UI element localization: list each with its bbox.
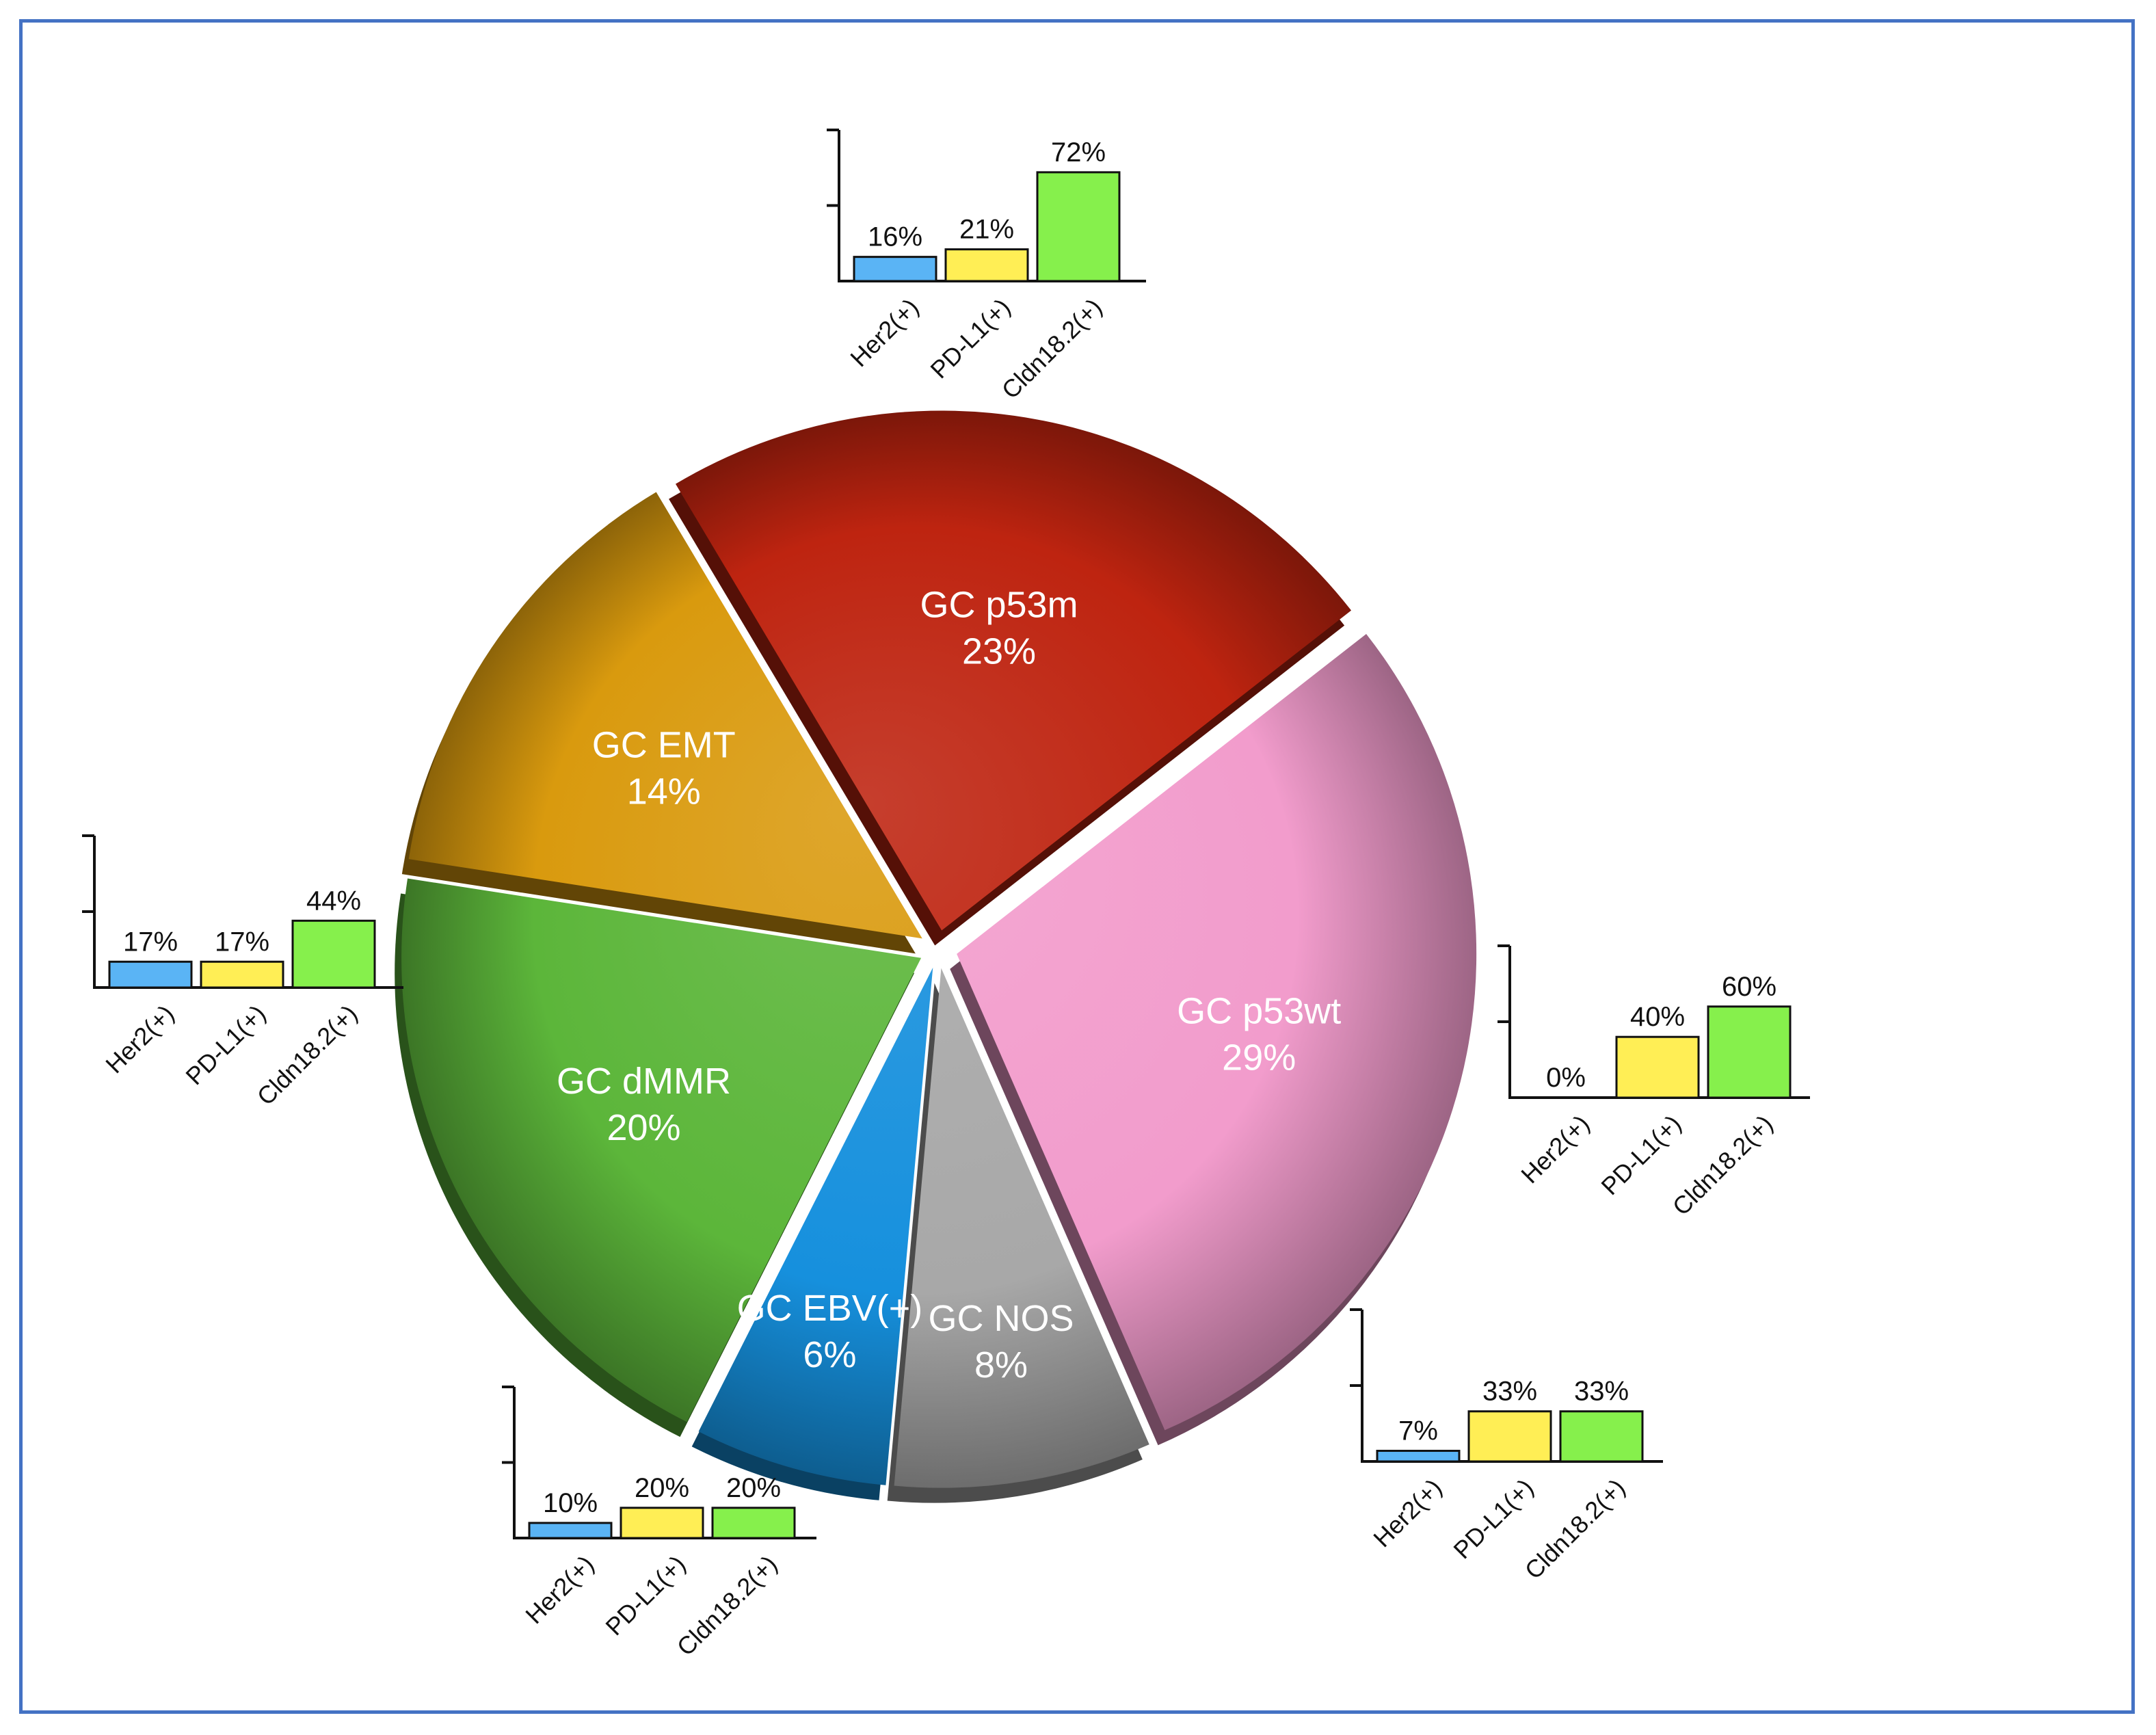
pie-label-gc-nos: GC NOS	[928, 1298, 1074, 1339]
bar-pd-l1	[1615, 1035, 1700, 1099]
pie-value-gc-nos: 8%	[974, 1345, 1028, 1386]
bar-cldn18-2	[1036, 171, 1121, 282]
bar-value-label: 10%	[543, 1488, 598, 1518]
bar-her2	[108, 960, 193, 989]
pie-chart: GC p53wt 29% GC NOS 8% GC EBV(+) 6% GC dMMR 20%…	[395, 410, 1477, 1503]
bar-pd-l1	[200, 960, 284, 989]
bar-chart-gc-dmmr: 7% Her2(+) 33% PD-L1(+) 33% Cldn18.2(+)	[1350, 1308, 1663, 1585]
category-label: Her2(+)	[100, 999, 179, 1078]
bar-value-label: 20%	[726, 1473, 781, 1503]
category-label: PD-L1(+)	[1448, 1473, 1539, 1564]
category-label: Her2(+)	[1515, 1109, 1595, 1189]
bar-cldn18-2	[1707, 1005, 1792, 1099]
category-label: Her2(+)	[1368, 1473, 1447, 1552]
category-label: Her2(+)	[844, 293, 924, 372]
pie-slice-gc-ebv	[698, 967, 933, 1485]
category-label: Cldn18.2(+)	[671, 1550, 783, 1661]
bar-value-label: 33%	[1574, 1377, 1629, 1407]
category-label: Her2(+)	[520, 1550, 599, 1629]
bar-pd-l1	[944, 248, 1029, 282]
pie-slice-gc-nos	[894, 968, 1149, 1488]
pie-value-gc-ebv: 6%	[803, 1334, 856, 1375]
bar-her2	[853, 256, 937, 282]
bar-her2	[1376, 1449, 1461, 1463]
category-label: PD-L1(+)	[1595, 1109, 1686, 1200]
pie-label-gc-emt: GC EMT	[592, 724, 736, 765]
bar-value-label: 21%	[959, 215, 1014, 245]
bar-value-label: 17%	[123, 927, 178, 957]
bar-value-label: 16%	[868, 222, 922, 252]
bar-value-label: 60%	[1722, 972, 1776, 1002]
pie-slice-gc-p53m	[675, 410, 1352, 931]
bar-value-label: 17%	[215, 927, 269, 957]
bar-value-label: 20%	[635, 1473, 689, 1503]
bar-chart-gc-p53m: 17% Her2(+) 17% PD-L1(+) 44% Cldn18.2(+)	[82, 834, 403, 1111]
bar-value-label: 72%	[1051, 137, 1106, 168]
pie-label-gc-p53m: GC p53m	[920, 584, 1078, 625]
bar-chart-gc-ebv: 0% Her2(+) 40% PD-L1(+) 60% Cldn18.2(+)	[1498, 944, 1810, 1221]
pie-slice-gc-emt	[408, 492, 922, 939]
pie-slice-gc-dmmr	[401, 878, 922, 1422]
bar-value-label: 40%	[1630, 1002, 1685, 1032]
bar-pd-l1	[1467, 1410, 1552, 1463]
pie-value-gc-dmmr: 20%	[607, 1107, 680, 1148]
bar-value-label: 44%	[306, 886, 361, 916]
pie-value-gc-emt: 14%	[627, 771, 701, 812]
pie-slice-gc-p53wt	[957, 633, 1477, 1431]
category-label: PD-L1(+)	[924, 293, 1015, 384]
pie-label-gc-dmmr: GC dMMR	[557, 1061, 731, 1102]
pie-label-gc-ebv: GC EBV(+)	[737, 1288, 923, 1329]
bar-cldn18-2	[1559, 1410, 1644, 1463]
pie-value-gc-p53wt: 29%	[1222, 1037, 1296, 1078]
category-label: PD-L1(+)	[600, 1550, 691, 1641]
bar-value-label: 7%	[1398, 1416, 1438, 1446]
pie-label-gc-p53wt: GC p53wt	[1177, 991, 1341, 1032]
category-label: Cldn18.2(+)	[996, 293, 1108, 404]
pie-value-gc-p53m: 23%	[962, 631, 1036, 672]
category-label: Cldn18.2(+)	[1519, 1473, 1631, 1585]
bar-value-label: 33%	[1482, 1377, 1537, 1407]
bar-pd-l1	[620, 1507, 704, 1539]
bar-cldn18-2	[711, 1507, 796, 1539]
category-label: PD-L1(+)	[180, 999, 271, 1090]
bar-her2	[528, 1522, 613, 1539]
category-label: Cldn18.2(+)	[1667, 1109, 1779, 1221]
bar-cldn18-2	[291, 919, 376, 989]
category-label: Cldn18.2(+)	[252, 999, 363, 1111]
bar-chart-gc-p53wt: 16% Her2(+) 21% PD-L1(+) 72% Cldn18.2(+)	[827, 129, 1146, 404]
bar-value-label: 0%	[1546, 1063, 1586, 1093]
